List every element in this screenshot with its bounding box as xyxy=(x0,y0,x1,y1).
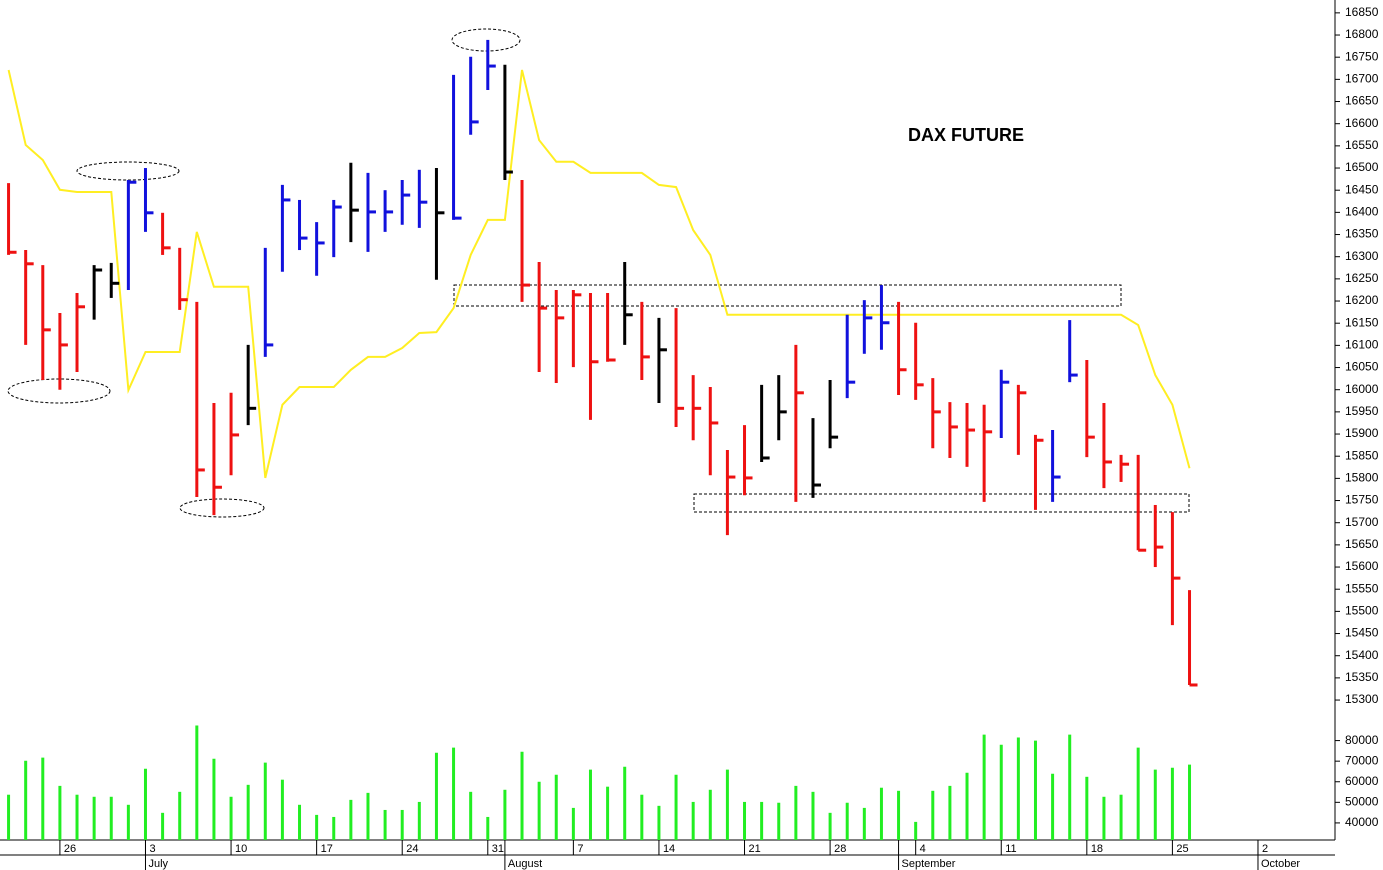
y-tick-label: 15700 xyxy=(1345,515,1379,529)
x-tick-label: 18 xyxy=(1091,843,1103,855)
volume-tick-label: 50000 xyxy=(1345,795,1379,809)
x-tick-label: 31 xyxy=(492,843,504,855)
volume-tick-label: 80000 xyxy=(1345,733,1379,747)
y-tick-label: 16850 xyxy=(1345,5,1379,19)
y-tick-label: 16750 xyxy=(1345,49,1379,63)
y-tick-label: 15450 xyxy=(1345,626,1379,640)
y-tick-label: 16450 xyxy=(1345,182,1379,196)
annotation-box xyxy=(693,493,1190,513)
x-tick-label: 24 xyxy=(406,843,418,855)
y-tick-label: 16550 xyxy=(1345,138,1379,152)
y-tick-label: 16000 xyxy=(1345,382,1379,396)
x-tick-label: 28 xyxy=(834,843,846,855)
annotation-ellipse xyxy=(179,498,265,518)
y-tick-label: 15600 xyxy=(1345,559,1379,573)
y-tick-label: 16350 xyxy=(1345,227,1379,241)
y-tick-label: 15900 xyxy=(1345,426,1379,440)
y-tick-label: 15400 xyxy=(1345,648,1379,662)
y-tick-label: 16600 xyxy=(1345,116,1379,130)
y-tick-label: 15300 xyxy=(1345,692,1379,706)
x-tick-label: 25 xyxy=(1176,843,1188,855)
x-tick-label: 17 xyxy=(321,843,333,855)
month-label: October xyxy=(1261,858,1300,870)
y-tick-label: 15350 xyxy=(1345,670,1379,684)
x-tick-label: 14 xyxy=(663,843,675,855)
chart-title: DAX FUTURE xyxy=(908,125,1024,145)
y-tick-label: 16200 xyxy=(1345,293,1379,307)
y-tick-label: 16050 xyxy=(1345,360,1379,374)
volume-tick-label: 70000 xyxy=(1345,753,1379,767)
y-tick-label: 15500 xyxy=(1345,604,1379,618)
y-tick-label: 15800 xyxy=(1345,471,1379,485)
volume-tick-label: 60000 xyxy=(1345,774,1379,788)
x-tick-label: 21 xyxy=(749,843,761,855)
y-tick-label: 16800 xyxy=(1345,27,1379,41)
y-tick-label: 15950 xyxy=(1345,404,1379,418)
x-tick-label: 3 xyxy=(149,843,155,855)
y-tick-label: 15650 xyxy=(1345,537,1379,551)
y-tick-label: 16100 xyxy=(1345,338,1379,352)
y-tick-label: 16150 xyxy=(1345,315,1379,329)
month-label: July xyxy=(148,858,168,870)
month-label: September xyxy=(902,858,956,870)
y-tick-label: 16300 xyxy=(1345,249,1379,263)
y-tick-label: 16500 xyxy=(1345,160,1379,174)
y-tick-label: 15850 xyxy=(1345,448,1379,462)
annotation-ellipse xyxy=(76,161,180,181)
y-tick-label: 15750 xyxy=(1345,493,1379,507)
y-tick-label: 16250 xyxy=(1345,271,1379,285)
y-tick-label: 15550 xyxy=(1345,581,1379,595)
x-tick-label: 7 xyxy=(577,843,583,855)
x-tick-label: 10 xyxy=(235,843,247,855)
indicator-line xyxy=(7,69,1191,479)
x-tick-label: 11 xyxy=(1005,843,1016,855)
x-tick-label: 4 xyxy=(920,843,926,855)
x-tick-label: 26 xyxy=(64,843,76,855)
y-tick-label: 16700 xyxy=(1345,72,1379,86)
annotation-box xyxy=(453,284,1122,307)
month-label: August xyxy=(508,858,542,870)
x-tick-label: 2 xyxy=(1262,843,1268,855)
annotation-ellipse xyxy=(451,28,521,52)
volume-tick-label: 40000 xyxy=(1345,815,1379,829)
y-tick-label: 16400 xyxy=(1345,205,1379,219)
y-tick-label: 16650 xyxy=(1345,94,1379,108)
